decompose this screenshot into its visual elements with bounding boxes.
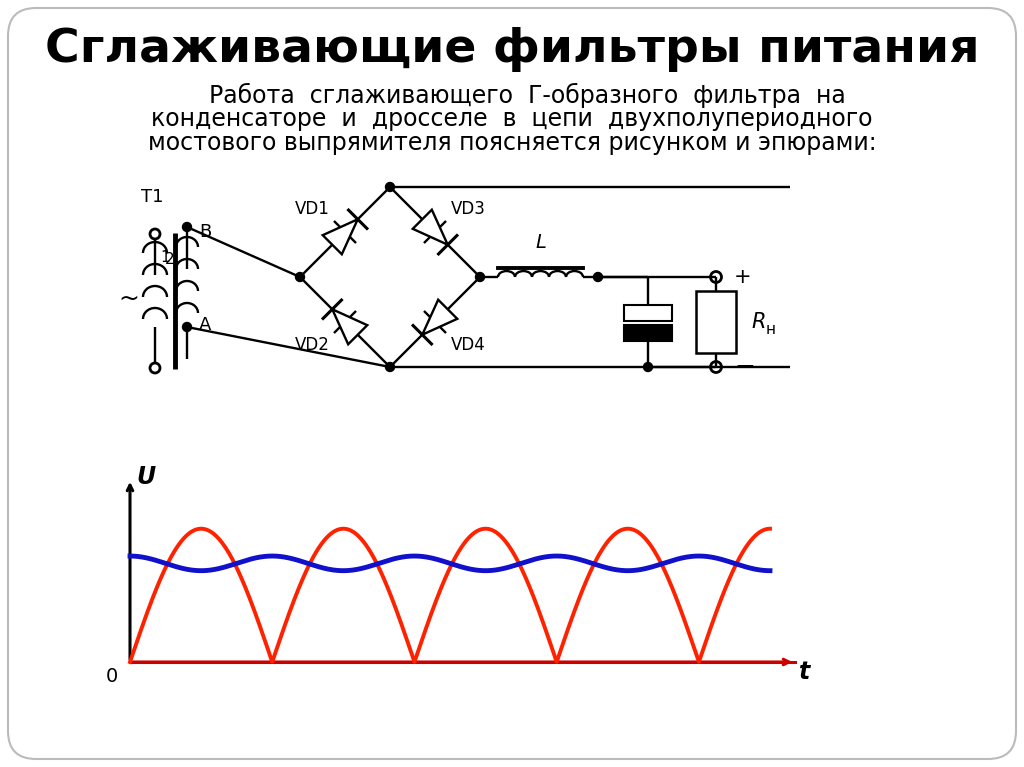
Text: +: + xyxy=(734,267,752,287)
Text: VD4: VD4 xyxy=(451,336,485,354)
Text: L: L xyxy=(536,233,546,252)
Text: VD1: VD1 xyxy=(295,200,330,218)
Circle shape xyxy=(385,183,394,192)
Text: T1: T1 xyxy=(140,188,163,206)
Text: Работа  сглаживающего  Г-образного  фильтра  на: Работа сглаживающего Г-образного фильтра… xyxy=(178,82,846,107)
Bar xyxy=(624,305,672,321)
Text: t: t xyxy=(800,660,811,684)
Circle shape xyxy=(182,322,191,331)
Text: конденсаторе  и  дросселе  в  цепи  двухполупериодного: конденсаторе и дросселе в цепи двухполуп… xyxy=(152,107,872,131)
Text: 2: 2 xyxy=(165,252,175,266)
Text: −: − xyxy=(734,355,755,379)
Text: C: C xyxy=(654,328,668,347)
Polygon shape xyxy=(413,209,447,245)
FancyBboxPatch shape xyxy=(8,8,1016,759)
Text: ~: ~ xyxy=(119,287,139,311)
Polygon shape xyxy=(332,309,368,344)
Text: U: U xyxy=(136,465,156,489)
Text: Сглаживающие фильтры питания: Сглаживающие фильтры питания xyxy=(45,27,979,71)
Text: R: R xyxy=(751,312,766,332)
Polygon shape xyxy=(422,300,458,334)
Text: VD2: VD2 xyxy=(295,336,330,354)
Text: A: A xyxy=(199,316,211,334)
Text: 0: 0 xyxy=(105,667,118,686)
Text: 1: 1 xyxy=(160,249,170,265)
Circle shape xyxy=(296,272,304,281)
Text: н: н xyxy=(766,322,776,337)
Text: VD3: VD3 xyxy=(451,200,485,218)
Polygon shape xyxy=(323,219,357,255)
Circle shape xyxy=(594,272,602,281)
Circle shape xyxy=(475,272,484,281)
Text: B: B xyxy=(199,223,211,241)
Circle shape xyxy=(182,222,191,232)
Circle shape xyxy=(385,363,394,371)
Bar xyxy=(624,325,672,341)
Circle shape xyxy=(643,363,652,371)
Text: мостового выпрямителя поясняется рисунком и эпюрами:: мостового выпрямителя поясняется рисунко… xyxy=(147,131,877,155)
Bar xyxy=(696,291,736,353)
